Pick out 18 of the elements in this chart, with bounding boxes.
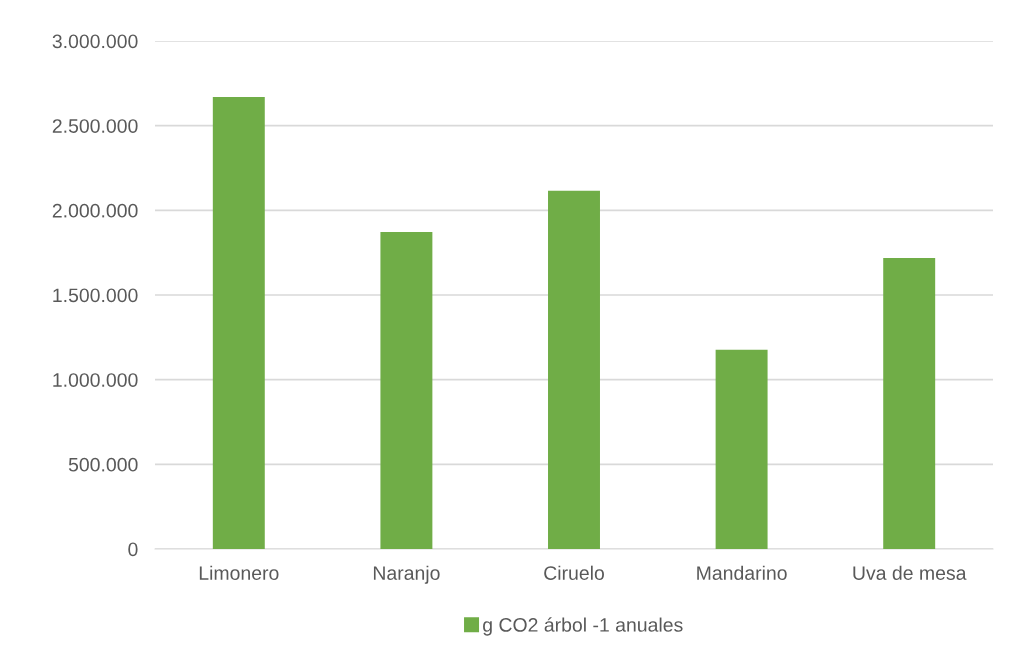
bar: [715, 349, 768, 549]
y-tick-label: 2.500.000: [52, 119, 138, 133]
x-tick-label: Naranjo: [373, 565, 440, 584]
y-tick-label: 3.000.000: [52, 34, 138, 49]
bar: [548, 190, 600, 549]
x-tick-label: Limonero: [199, 565, 279, 580]
y-tick-label: 1.000.000: [53, 373, 138, 387]
y-tick-label: 0: [128, 542, 138, 557]
y-tick-label: 2.000.000: [52, 203, 138, 218]
bar: [212, 96, 265, 549]
bar: [380, 232, 433, 549]
legend-label: g CO2 árbol -1 anuales: [483, 617, 683, 636]
x-tick-label: Uva de mesa: [853, 565, 967, 580]
y-tick-label: 1.500.000: [53, 288, 138, 303]
x-tick-label: Ciruelo: [544, 565, 604, 580]
x-tick-label: Mandarino: [697, 565, 787, 580]
bar: [883, 258, 936, 549]
y-tick-label: 500.000: [68, 457, 138, 472]
